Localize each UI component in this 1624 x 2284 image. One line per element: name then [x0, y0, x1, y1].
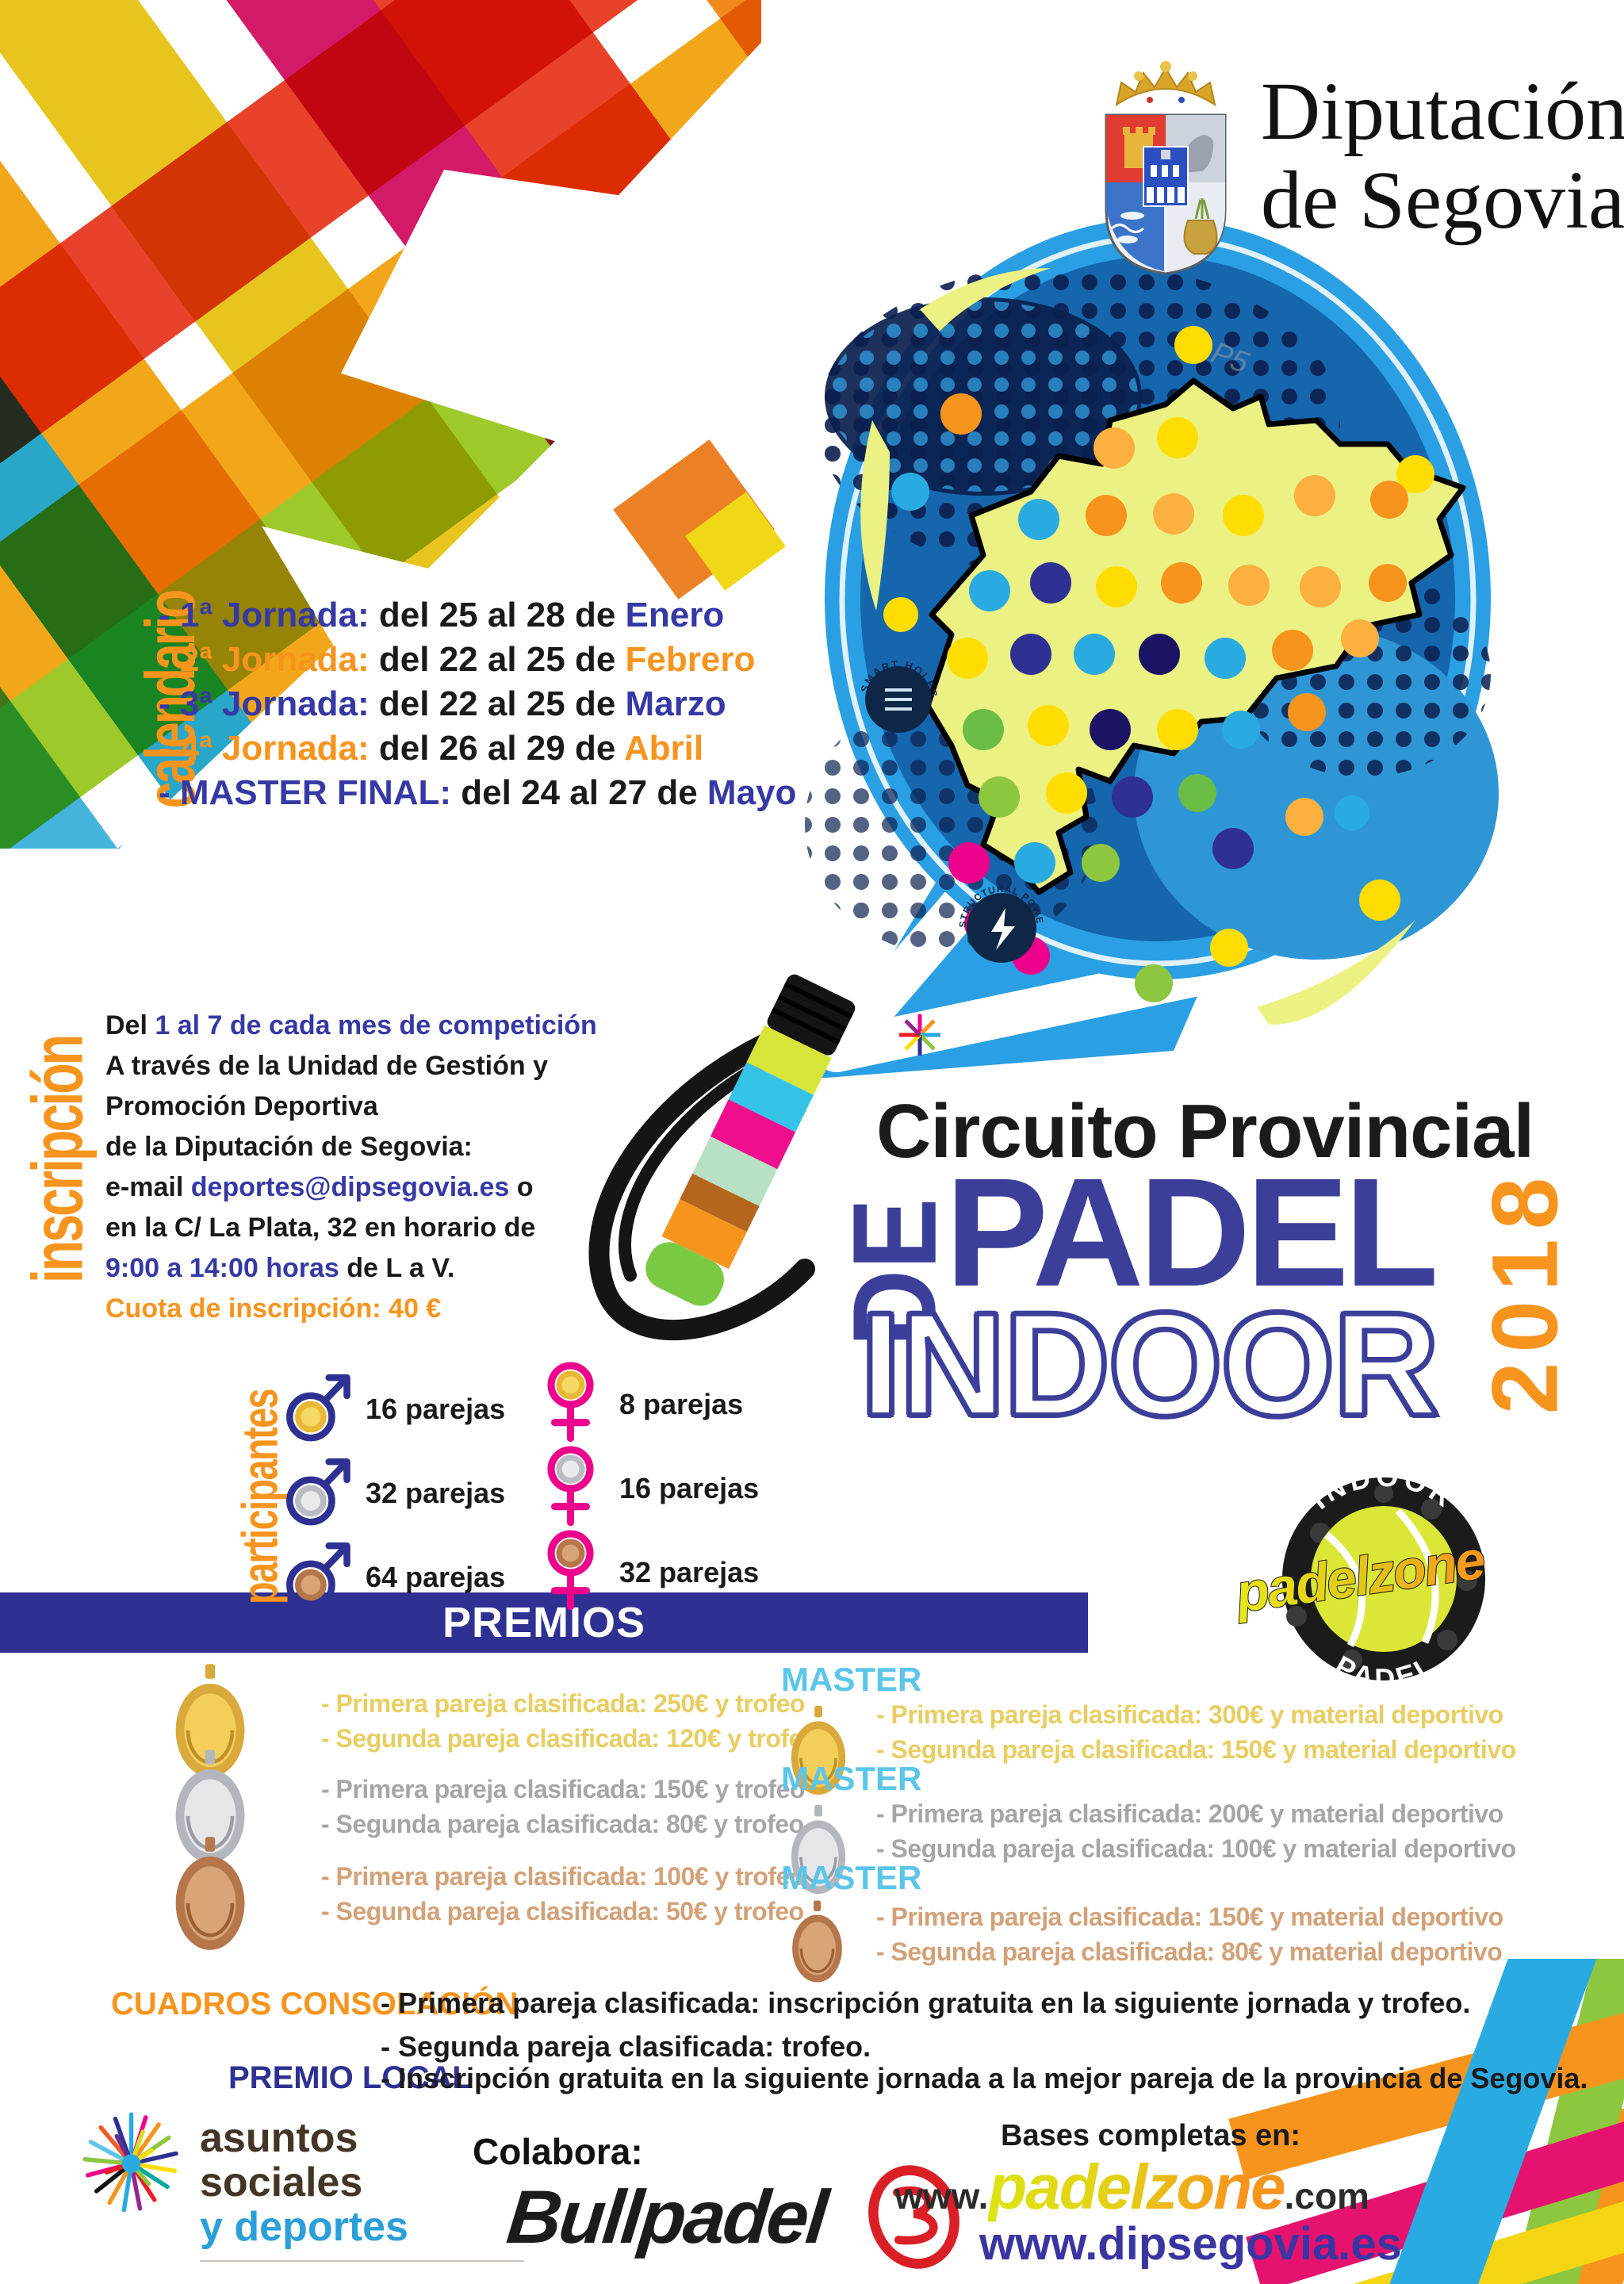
- participants-male-bronze: 64 parejas: [279, 1531, 505, 1624]
- gold-prize-lines: - Primera pareja clasificada: 250€ y tro…: [321, 1689, 818, 1753]
- registration-line: Del 1 al 7 de cada mes de competición: [105, 1010, 597, 1040]
- master-silver-medal-icon: [791, 1804, 846, 1895]
- master-label-bronze: MASTER: [781, 1859, 922, 1896]
- consolation-line1: - Primera pareja clasificada: inscripció…: [381, 1987, 1471, 2019]
- master-gold-medal-icon: [791, 1705, 846, 1795]
- email-address: deportes@dipsegovia.es: [190, 1172, 510, 1202]
- map-dots: [947, 417, 1434, 883]
- social-services-starburst-logo: [82, 2112, 178, 2213]
- participants-female-bronze: 32 parejas: [533, 1526, 759, 1619]
- calendar-list: - 1ª Jornada: del 25 al 28 de Enero - 2ª…: [159, 593, 796, 815]
- participants-male-gold: 16 parejas: [279, 1362, 505, 1456]
- org-name-line2: de Segovia: [1261, 155, 1624, 246]
- prizes-header-bar: PREMIOS: [0, 1592, 1088, 1653]
- title-year: 2018: [1473, 1167, 1578, 1414]
- colabora-label: Colabora:: [473, 2131, 643, 2172]
- male-silver-medal-icon: [286, 1458, 350, 1526]
- social-tagline: SUMAMOS JUNTOS: [200, 2260, 524, 2284]
- bases-label: Bases completas en:: [1001, 2119, 1301, 2152]
- social-services-wordmark: asuntos sociales y deportes SUMAMOS JUNT…: [200, 2116, 524, 2284]
- gold-medal-icon: [175, 1664, 245, 1777]
- master-silver-prize-lines: - Primera pareja clasificada: 200€ y mat…: [876, 1799, 1516, 1863]
- bronze-medal-icon: [175, 1837, 245, 1950]
- registration-line: de la Diputación de Segovia:: [105, 1132, 473, 1162]
- female-bronze-medal-icon: [547, 1530, 594, 1611]
- local-prize-line: - Inscripción gratuita en la siguiente j…: [381, 2062, 1588, 2094]
- registration-line: Promoción Deportiva: [105, 1091, 378, 1121]
- participants-female-silver: 16 parejas: [533, 1442, 759, 1535]
- calendar-item: - 2ª Jornada: del 22 al 25 de Febrero: [159, 640, 756, 679]
- master-gold-prize-lines: - Primera pareja clasificada: 300€ y mat…: [876, 1700, 1516, 1764]
- master-bronze-medal-icon: [792, 1900, 842, 1983]
- registration-line: en la C/ La Plata, 32 en horario de: [105, 1213, 536, 1243]
- bullpadel-b-icon: [868, 2165, 959, 2269]
- master-label-silver: MASTER: [781, 1760, 922, 1797]
- participants-female-gold: 8 parejas: [533, 1358, 743, 1451]
- calendar-item: - 3ª Jornada: del 22 al 25 de Marzo: [159, 684, 726, 723]
- registration-fee: Cuota de inscripción: 40 €: [105, 1293, 442, 1324]
- title-main: PADEL: [945, 1146, 1438, 1319]
- female-silver-medal-icon: [547, 1446, 594, 1527]
- bullpadel-wordmark: Bullpadel: [503, 2175, 830, 2259]
- participants-male-silver: 32 parejas: [279, 1447, 505, 1540]
- consolation-line2: - Segunda pareja clasificada: trofeo.: [381, 2030, 871, 2063]
- local-prize-label: PREMIO LOCAL: [228, 2060, 472, 2095]
- consolation-label: CUADROS CONSOLACIÓN: [111, 1987, 519, 2021]
- registration-line: 9:00 a 14:00 horas de L a V.: [105, 1253, 455, 1283]
- calendar-item: - 4ª Jornada: del 26 al 29 de Abril: [159, 729, 704, 768]
- org-name: Diputación de Segovia: [1261, 67, 1624, 245]
- silver-prize-lines: - Primera pareja clasificada: 150€ y tro…: [321, 1775, 805, 1838]
- registration-line: A través de la Unidad de Gestión y: [105, 1051, 549, 1081]
- female-gold-medal-icon: [547, 1362, 594, 1443]
- bronze-prize-lines: - Primera pareja clasificada: 100€ y tro…: [321, 1862, 805, 1926]
- calendar-item: - 1ª Jornada: del 25 al 28 de Enero: [159, 596, 725, 634]
- title-line1: Circuito Provincial: [876, 1089, 1534, 1174]
- title-indoor: INDOOR: [858, 1281, 1442, 1449]
- master-bronze-prize-lines: - Primera pareja clasificada: 150€ y mat…: [876, 1903, 1503, 1966]
- pinwheel-decoration: [899, 1014, 940, 1056]
- registration-line: e-mail deportes@dipsegovia.es o: [105, 1172, 534, 1202]
- master-label-gold: MASTER: [781, 1661, 922, 1698]
- padelzone-url: www. padelzone .com: [894, 2152, 1369, 2222]
- diputacion-crest-logo: [1105, 61, 1227, 275]
- calendar-item: - MASTER FINAL: del 24 al 27 de Mayo: [159, 773, 797, 812]
- racket-grip: [645, 974, 856, 1306]
- male-bronze-medal-icon: [286, 1542, 350, 1610]
- dipsegovia-url: www.dipsegovia.es: [979, 2218, 1402, 2270]
- org-name-line1: Diputación: [1261, 66, 1624, 157]
- padel-racket-illustration: P5 SMART HOLES: [476, 182, 1499, 1341]
- padelzone-logo: INDOOR PADEL padelzone: [1230, 1462, 1488, 1692]
- padelzone-url-brand: padelzone: [988, 2152, 1285, 2222]
- registration-section-label: inscripción: [17, 1036, 98, 1283]
- registration-info: Del 1 al 7 de cada mes de competición A …: [105, 1006, 597, 1329]
- face-dots: [883, 326, 1400, 1002]
- male-gold-medal-icon: [286, 1374, 350, 1442]
